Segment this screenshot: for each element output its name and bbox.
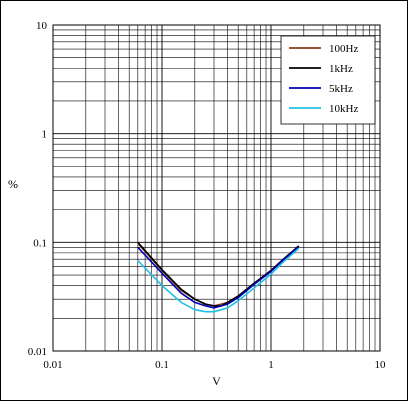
legend-label-10kHz: 10kHz bbox=[329, 103, 358, 115]
series-line-10kHz bbox=[137, 247, 300, 313]
y-axis-label: % bbox=[8, 177, 18, 191]
y-tick-label: 10 bbox=[36, 20, 48, 32]
x-tick-label: 10 bbox=[375, 359, 387, 371]
legend-label-5kHz: 5kHz bbox=[329, 83, 353, 95]
y-tick-label: 0.1 bbox=[33, 237, 47, 249]
series-line-5kHz bbox=[137, 246, 300, 309]
x-tick-label: 0.01 bbox=[43, 359, 62, 371]
y-tick-label: 0.01 bbox=[28, 346, 47, 358]
legend-box bbox=[280, 35, 376, 125]
x-axis-label: V bbox=[212, 374, 221, 388]
legend-label-1kHz: 1kHz bbox=[329, 63, 353, 75]
x-tick-label: 1 bbox=[268, 359, 274, 371]
legend-label-100Hz: 100Hz bbox=[329, 43, 358, 55]
x-tick-label: 0.1 bbox=[155, 359, 169, 371]
plot-border bbox=[52, 24, 381, 352]
y-tick-label: 1 bbox=[42, 129, 48, 141]
